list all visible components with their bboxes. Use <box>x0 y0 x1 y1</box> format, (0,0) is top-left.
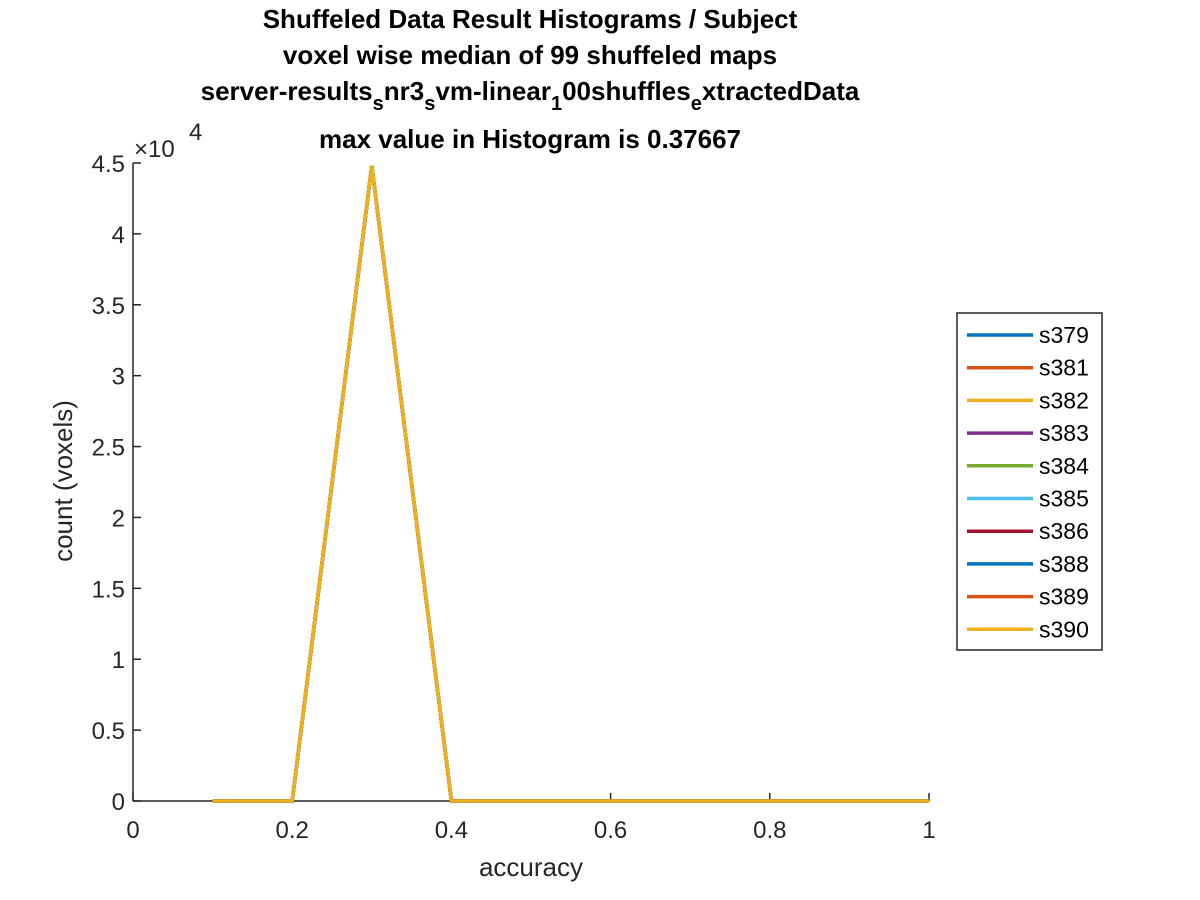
legend-label: s388 <box>1039 551 1089 577</box>
x-axis-ticks: 0 0.2 0.4 0.6 0.8 1 <box>126 793 936 844</box>
title-line-2: voxel wise median of 99 shuffeled maps <box>283 40 777 70</box>
title-subscript: s <box>424 93 435 115</box>
x-tick-label: 0.6 <box>594 817 627 844</box>
y-tick-label: 0.5 <box>92 718 125 745</box>
series-line-s389 <box>212 165 929 803</box>
x-tick-label: 0 <box>126 817 139 844</box>
series-line-s390 <box>212 165 929 803</box>
x-tick-label: 0.4 <box>435 817 468 844</box>
legend-label: s390 <box>1039 616 1089 642</box>
title-line-4: max value in Histogram is 0.37667 <box>319 124 741 154</box>
y-tick-label: 3 <box>112 364 125 391</box>
legend-label: s385 <box>1039 486 1089 512</box>
x-tick-label: 0.2 <box>276 817 309 844</box>
data-series <box>212 165 929 803</box>
y-tick-label: 0 <box>112 789 125 816</box>
series-line-s382 <box>212 165 929 803</box>
legend-item-s388[interactable]: s388 <box>967 551 1089 577</box>
series-line-s384 <box>212 165 929 803</box>
legend[interactable]: s379 s381 s382 s383 s384 s385 s386 s388 s389 s390 <box>956 312 1103 651</box>
legend-item-s384[interactable]: s384 <box>967 453 1089 479</box>
series-line-s383 <box>212 165 929 803</box>
legend-item-s379[interactable]: s379 <box>967 322 1089 348</box>
y-tick-label: 2 <box>112 505 125 532</box>
legend-item-s386[interactable]: s386 <box>967 518 1089 544</box>
x-tick-label: 0.8 <box>753 817 786 844</box>
legend-item-s383[interactable]: s383 <box>967 420 1089 446</box>
y-axis-ticks: 0 0.5 1 1.5 2 2.5 3 3.5 4 4.5 <box>92 151 141 816</box>
legend-label: s384 <box>1039 453 1089 479</box>
title-subscript: e <box>691 93 702 115</box>
y-exponent-power: 4 <box>189 119 202 146</box>
x-axis-label: accuracy <box>479 852 583 882</box>
legend-label: s379 <box>1039 322 1089 348</box>
series-line-s379 <box>212 165 929 803</box>
series-line-s388 <box>212 165 929 803</box>
plot-axes <box>132 163 929 802</box>
series-line-s381 <box>212 165 929 803</box>
y-axis-exponent: ×10 4 <box>134 119 202 163</box>
y-tick-label: 4.5 <box>92 151 125 178</box>
y-tick-label: 3.5 <box>92 293 125 320</box>
title-line-1: Shuffeled Data Result Histograms / Subje… <box>263 4 798 34</box>
legend-item-s389[interactable]: s389 <box>967 584 1089 610</box>
y-tick-label: 1 <box>112 647 125 674</box>
series-line-s386 <box>212 165 929 803</box>
y-axis-label: count (voxels) <box>48 400 78 562</box>
y-tick-label: 1.5 <box>92 576 125 603</box>
chart-title: Shuffeled Data Result Histograms / Subje… <box>201 4 860 154</box>
legend-label: s389 <box>1039 584 1089 610</box>
title-part: nr3 <box>384 76 424 106</box>
y-tick-label: 2.5 <box>92 435 125 462</box>
legend-item-s382[interactable]: s382 <box>967 387 1089 413</box>
legend-item-s381[interactable]: s381 <box>967 355 1089 381</box>
series-line-s385 <box>212 165 929 803</box>
title-part: server-results <box>201 76 373 106</box>
y-exponent-base: ×10 <box>134 136 175 163</box>
legend-item-s385[interactable]: s385 <box>967 486 1089 512</box>
title-line-3: server-resultssnr3svm-linear100shufflese… <box>201 76 860 115</box>
legend-label: s386 <box>1039 518 1089 544</box>
title-subscript: s <box>373 93 384 115</box>
title-subscript: 1 <box>551 93 562 115</box>
title-part: xtractedData <box>702 76 860 106</box>
legend-item-s390[interactable]: s390 <box>967 616 1089 642</box>
x-tick-label: 1 <box>922 817 935 844</box>
legend-label: s382 <box>1039 387 1089 413</box>
title-part: vm-linear <box>435 76 551 106</box>
y-tick-label: 4 <box>112 222 125 249</box>
legend-label: s383 <box>1039 420 1089 446</box>
legend-label: s381 <box>1039 355 1089 381</box>
title-part: 00shuffles <box>562 76 691 106</box>
